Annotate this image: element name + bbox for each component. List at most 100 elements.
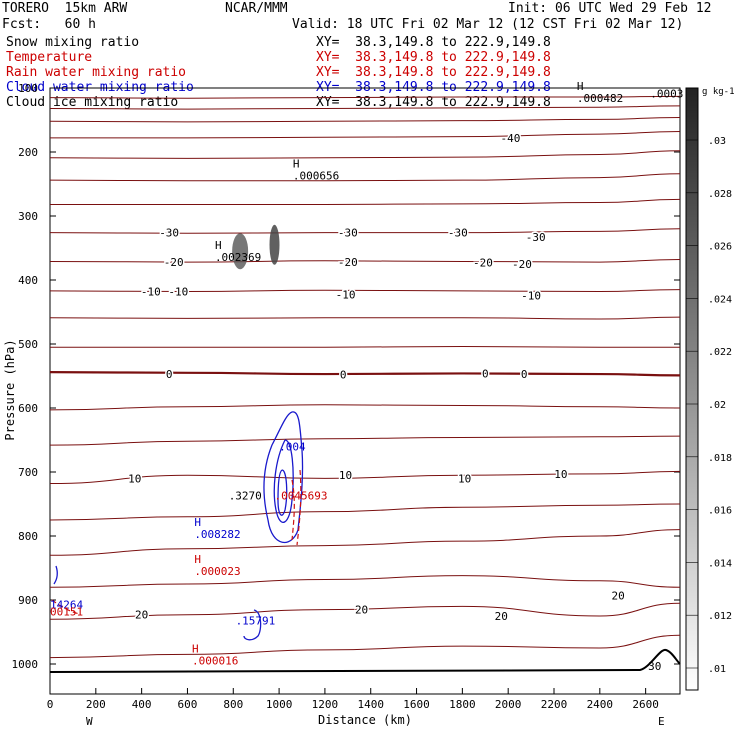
- maximum-value: .008282: [194, 528, 240, 541]
- field-xy-range: XY= 38.3,149.8 to 222.9,149.8: [316, 35, 551, 50]
- x-tick-label: 2400: [587, 698, 614, 711]
- temperature-label: 20: [355, 604, 368, 617]
- model-title: TORERO 15km ARW: [2, 1, 128, 16]
- terrain-line: [49, 648, 681, 673]
- colorbar-tick-label: .028: [708, 189, 732, 200]
- temperature-contour: [50, 198, 681, 205]
- x-tick-label: 1800: [449, 698, 476, 711]
- maximum-marker: H: [577, 80, 584, 93]
- snow-max-blob: [232, 233, 249, 270]
- y-tick-label: 800: [18, 530, 38, 543]
- temperature-contour: [49, 529, 681, 556]
- temperature-label: -20: [512, 258, 532, 271]
- valid-time: Valid: 18 UTC Fri 02 Mar 12 (12 CST Fri …: [292, 17, 684, 32]
- maximum-marker: H: [192, 643, 199, 656]
- temperature-contour: [49, 228, 681, 234]
- x-tick-label: 600: [178, 698, 198, 711]
- field-label: Rain water mixing ratio: [6, 65, 187, 80]
- colorbar-tick-label: .01: [708, 664, 726, 675]
- temperature-contour: [49, 131, 681, 139]
- maximum-value: .000482: [577, 92, 623, 105]
- maximum-value: .000016: [192, 655, 238, 668]
- temperature-label: 0: [521, 368, 528, 381]
- temperature-contour: [49, 316, 681, 320]
- rain-contour: [296, 469, 302, 546]
- temperature-label: 0: [482, 367, 489, 380]
- colorbar-tick-label: .018: [708, 453, 732, 464]
- temperature-contour: [49, 371, 681, 377]
- temperature-contour: [49, 173, 681, 182]
- temperature-label: -20: [338, 256, 358, 269]
- cloud-water-contour: [243, 609, 262, 641]
- y-tick-label: 700: [18, 466, 38, 479]
- snow-max-blob: [269, 224, 280, 265]
- y-tick-label: 900: [18, 594, 38, 607]
- temperature-contour: [49, 602, 681, 620]
- y-tick-label: 600: [18, 402, 38, 415]
- colorbar-tick-label: .012: [708, 611, 732, 622]
- temperature-contour: [49, 116, 681, 123]
- cloud-water-contour: [273, 439, 294, 523]
- x-tick-label: 1200: [312, 698, 339, 711]
- temperature-label: -20: [164, 256, 184, 269]
- temperature-contour: [49, 95, 681, 99]
- x-tick-label: 800: [223, 698, 243, 711]
- x-tick-label: 2600: [632, 698, 659, 711]
- cloud-water-contour: [277, 469, 288, 516]
- x-tick-label: 1600: [403, 698, 430, 711]
- maximum-value: .0003: [650, 88, 683, 101]
- temperature-label: 10: [128, 472, 141, 485]
- rain-contour: [51, 599, 81, 615]
- plot-frame: [49, 87, 681, 695]
- temperature-label: 20: [135, 609, 148, 622]
- y-axis-title: Pressure (hPa): [3, 339, 17, 440]
- maximum-value: .002369: [215, 251, 261, 264]
- temperature-contour: [49, 503, 681, 521]
- colorbar-tick-label: .014: [708, 558, 732, 569]
- east-label: E: [658, 715, 665, 728]
- field-label: Cloud ice mixing ratio: [6, 95, 179, 110]
- temperature-label: -30: [159, 227, 179, 240]
- field-label: Snow mixing ratio: [6, 35, 140, 50]
- maximum-marker: H: [293, 158, 300, 171]
- y-tick-label: 500: [18, 338, 38, 351]
- temperature-label: 10: [458, 472, 471, 485]
- colorbar-tick-label: .022: [708, 347, 732, 358]
- temperature-label: 0: [166, 368, 173, 381]
- field-xy-range: XY= 38.3,149.8 to 222.9,149.8: [316, 65, 551, 80]
- colorbar-tick-label: .026: [708, 242, 732, 253]
- y-tick-label: 300: [18, 210, 38, 223]
- temperature-label: -10: [168, 286, 188, 299]
- temperature-contour: [49, 470, 681, 485]
- maximum-value: .000023: [194, 565, 240, 578]
- maximum-marker: H: [194, 516, 201, 529]
- temperature-contour: [49, 435, 681, 446]
- init-time: Init: 06 UTC Wed 29 Feb 12: [508, 1, 712, 16]
- x-tick-label: 400: [132, 698, 152, 711]
- x-tick-label: 2000: [495, 698, 522, 711]
- colorbar-tick-label: .02: [708, 400, 726, 411]
- maximum-value: .004: [279, 440, 306, 453]
- field-label: Temperature: [6, 50, 93, 65]
- temperature-contour: [49, 289, 681, 293]
- x-tick-label: 1000: [266, 698, 293, 711]
- y-tick-label: 100: [18, 82, 38, 95]
- x-tick-label: 200: [86, 698, 106, 711]
- west-label: W: [86, 715, 93, 728]
- temperature-contour: [49, 150, 681, 159]
- field-xy-range: XY= 38.3,149.8 to 222.9,149.8: [316, 95, 551, 110]
- temperature-label: -20: [473, 257, 493, 270]
- y-tick-label: 200: [18, 146, 38, 159]
- maximum-marker: H: [194, 553, 201, 566]
- temperature-label: -10: [141, 286, 161, 299]
- temperature-contour: [49, 634, 681, 659]
- maximum-marker: H: [215, 239, 222, 252]
- maximum-value: 14264: [50, 598, 83, 611]
- maximum-value: .3270: [229, 490, 262, 503]
- temperature-contour: [49, 259, 681, 263]
- maximum-value: 00151: [50, 605, 83, 618]
- temperature-label: 10: [339, 469, 352, 482]
- temperature-contour: [49, 105, 681, 110]
